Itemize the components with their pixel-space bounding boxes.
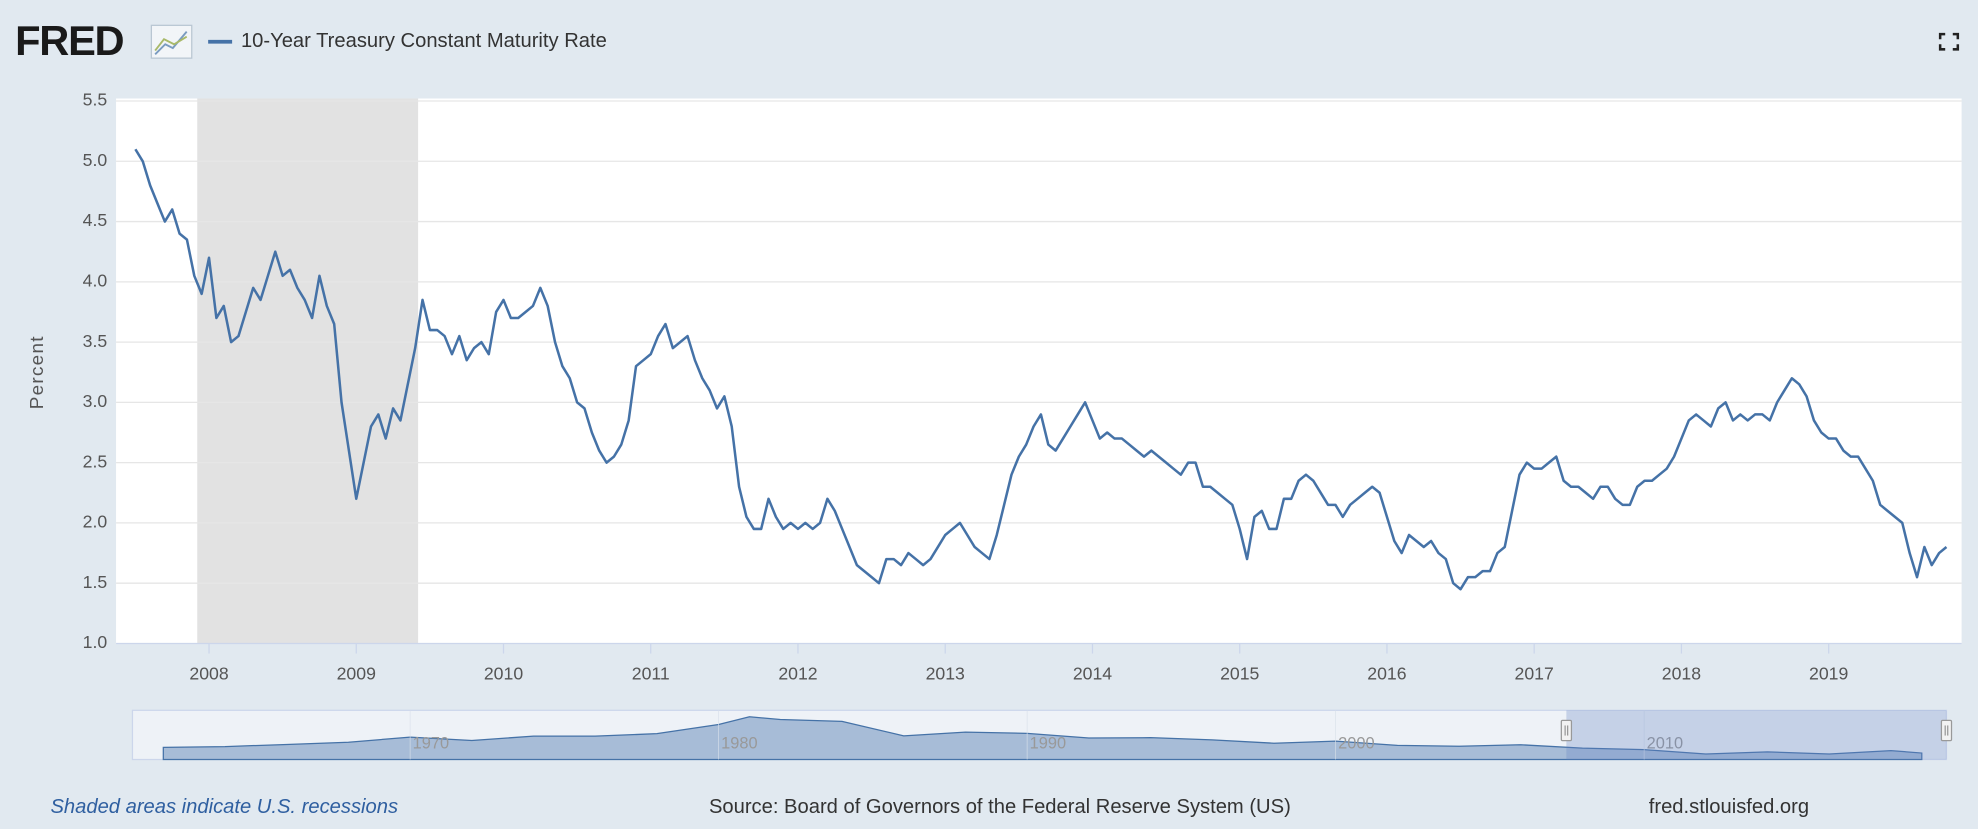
source: Source: Board of Governors of the Federa… xyxy=(709,796,1291,818)
fullscreen-button[interactable] xyxy=(1938,32,1960,51)
x-tick-label: 2009 xyxy=(337,664,376,684)
x-tick-label: 2008 xyxy=(189,664,228,684)
x-tick-label: 2015 xyxy=(1220,664,1259,684)
x-tick-label: 2013 xyxy=(926,664,965,684)
logo: FRED xyxy=(15,17,123,64)
navigator-tick-label: 2000 xyxy=(1338,735,1374,753)
y-tick-label: 4.0 xyxy=(83,271,108,291)
x-tick-label: 2016 xyxy=(1367,664,1406,684)
data-line xyxy=(134,148,1948,591)
y-tick-label: 3.0 xyxy=(83,391,108,411)
navigator-tick-label: 2010 xyxy=(1647,735,1683,753)
y-tick-label: 1.0 xyxy=(83,632,108,652)
navigator-tick-label: 1970 xyxy=(413,735,449,753)
y-tick-label: 3.5 xyxy=(83,331,108,351)
y-axis-label: Percent xyxy=(27,335,48,409)
navigator-tick-label: 1980 xyxy=(721,735,757,753)
navigator-selection xyxy=(1566,710,1947,760)
legend-label: 10-Year Treasury Constant Maturity Rate xyxy=(241,30,607,52)
x-tick-label: 2011 xyxy=(632,664,670,684)
y-tick-label: 4.5 xyxy=(83,210,108,230)
x-tick-label: 2018 xyxy=(1662,664,1701,684)
navigator-handle[interactable] xyxy=(1560,719,1573,742)
recession-shade xyxy=(197,98,419,644)
navigator-tick-label: 1990 xyxy=(1030,735,1066,753)
x-tick-label: 2012 xyxy=(778,664,817,684)
y-tick-label: 1.5 xyxy=(83,572,108,592)
plot-background xyxy=(116,98,1962,644)
navigator-area xyxy=(162,716,1923,761)
x-tick-label: 2010 xyxy=(484,664,523,684)
x-tick-label: 2017 xyxy=(1515,664,1554,684)
y-tick-label: 2.0 xyxy=(83,512,108,532)
y-tick-label: 5.0 xyxy=(83,150,108,170)
url: fred.stlouisfed.org xyxy=(1649,796,1809,818)
y-tick-label: 5.5 xyxy=(83,90,108,110)
x-tick-label: 2019 xyxy=(1809,664,1848,684)
recession-note: Shaded areas indicate U.S. recessions xyxy=(50,796,398,818)
x-tick-label: 2014 xyxy=(1073,664,1112,684)
navigator-handle[interactable] xyxy=(1940,719,1953,742)
logo-icon xyxy=(150,24,193,59)
y-tick-label: 2.5 xyxy=(83,451,108,471)
